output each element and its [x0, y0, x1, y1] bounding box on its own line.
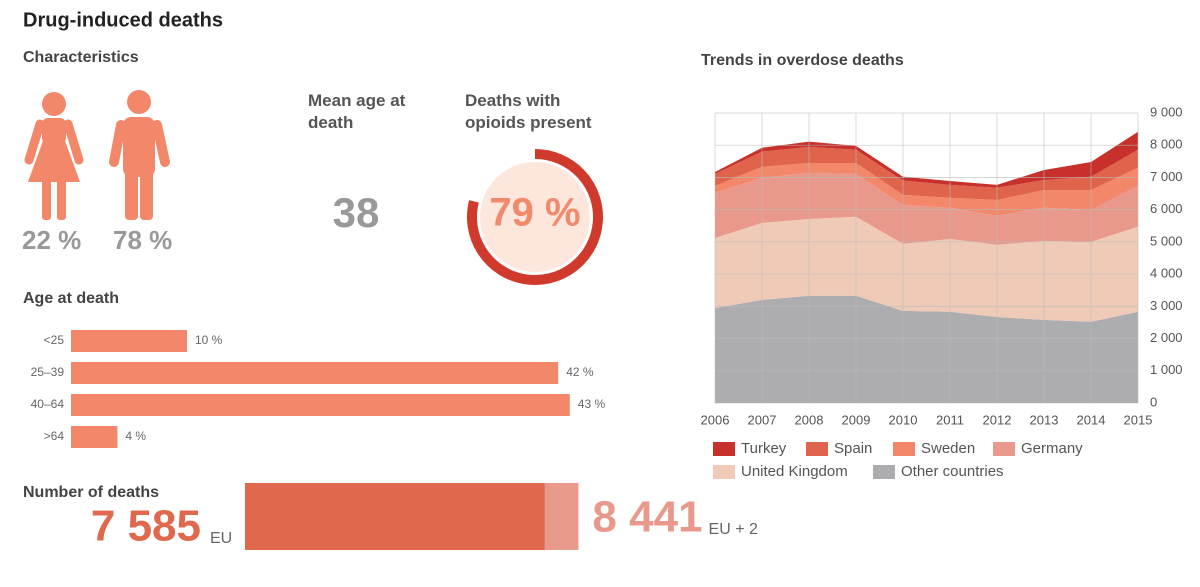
bar	[245, 483, 545, 550]
legend-swatch	[873, 465, 895, 479]
total-label: EU + 2	[709, 521, 758, 538]
bar	[71, 394, 570, 416]
y-tick-label: 5 000	[1150, 233, 1183, 248]
x-tick-label: 2007	[748, 412, 777, 427]
legend-label: Spain	[834, 440, 872, 457]
page-title: Drug-induced deaths	[23, 9, 223, 31]
female-icon	[24, 92, 84, 220]
x-tick-label: 2013	[1030, 412, 1059, 427]
x-tick-label: 2011	[936, 412, 964, 427]
category-label: 40–64	[31, 397, 65, 411]
legend-label: Sweden	[921, 440, 975, 457]
value-label: 43 %	[578, 397, 606, 411]
opioid-arc	[467, 149, 603, 285]
x-tick-label: 2008	[795, 412, 824, 427]
total-value: 8 441	[592, 493, 702, 542]
legend-label: United Kingdom	[741, 463, 848, 480]
y-tick-label: 4 000	[1150, 266, 1183, 281]
y-tick-label: 1 000	[1150, 362, 1183, 377]
legend-label: Turkey	[741, 440, 787, 457]
bar	[71, 426, 118, 448]
legend-swatch	[806, 442, 828, 456]
y-tick-label: 7 000	[1150, 169, 1183, 184]
section-title: Number of deaths	[23, 484, 159, 501]
y-tick-label: 8 000	[1150, 137, 1183, 152]
x-tick-label: 2006	[701, 412, 730, 427]
female-share: 22 %	[22, 225, 81, 255]
bar	[71, 362, 559, 384]
y-tick-label: 2 000	[1150, 330, 1183, 345]
mean-age-heading: Mean age at death	[308, 91, 406, 132]
area	[715, 162, 1138, 216]
legend-swatch	[893, 442, 915, 456]
area	[715, 216, 1138, 322]
y-tick-label: 9 000	[1150, 104, 1183, 119]
category-label: <25	[44, 333, 65, 347]
x-tick-label: 2012	[983, 412, 1012, 427]
x-tick-label: 2014	[1077, 412, 1106, 427]
section-title: Age at death	[23, 290, 119, 307]
value-label: 10 %	[195, 333, 223, 347]
section-title: Characteristics	[23, 49, 139, 66]
area	[715, 172, 1138, 245]
x-tick-label: 2015	[1124, 412, 1153, 427]
male-icon	[109, 90, 170, 220]
value-label: 42 %	[566, 365, 594, 379]
total-label: EU	[210, 530, 232, 547]
legend-swatch	[993, 442, 1015, 456]
area	[715, 146, 1138, 200]
legend-swatch	[713, 465, 735, 479]
x-tick-label: 2010	[889, 412, 918, 427]
opioid-share: 79 %	[489, 191, 580, 235]
category-label: >64	[44, 429, 65, 443]
total-value: 7 585	[91, 502, 201, 551]
bar	[71, 330, 187, 352]
chart-title: Trends in overdose deaths	[701, 52, 904, 69]
area	[715, 131, 1138, 188]
area	[715, 295, 1138, 403]
y-tick-label: 6 000	[1150, 201, 1183, 216]
y-tick-label: 0	[1150, 394, 1157, 409]
legend-swatch	[713, 442, 735, 456]
value-label: 4 %	[125, 429, 146, 443]
category-label: 25–39	[31, 365, 65, 379]
legend-label: Other countries	[901, 463, 1004, 480]
legend-label: Germany	[1021, 440, 1083, 457]
y-tick-label: 3 000	[1150, 298, 1183, 313]
x-tick-label: 2009	[842, 412, 871, 427]
opioid-heading: Deaths with opioids present	[465, 91, 592, 132]
male-share: 78 %	[113, 225, 172, 255]
donut-center	[480, 162, 590, 272]
mean-age: 38	[333, 189, 380, 236]
